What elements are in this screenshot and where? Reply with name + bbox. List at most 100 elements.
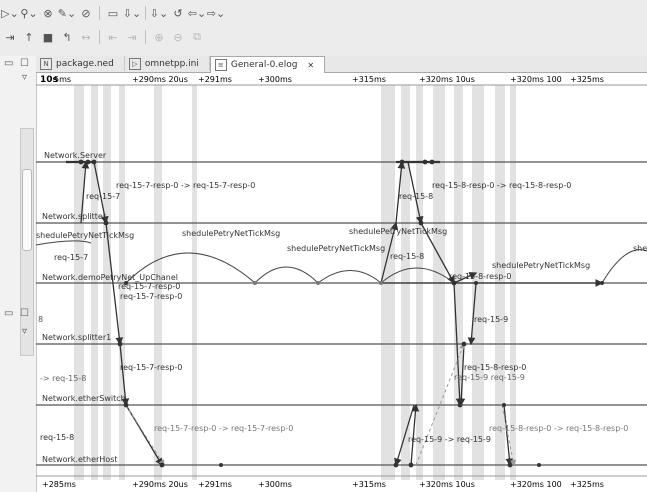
ruler-label: +320ms 100	[510, 480, 562, 489]
dashed-arrows	[125, 343, 516, 466]
message-label: req-15-8-resp-0 -> req-15-8-resp-0	[489, 424, 628, 433]
toolbar-button[interactable]: ■	[42, 30, 54, 44]
axis-label-petrynet: Network.demoPetryNet_UpChanel	[42, 273, 178, 282]
message-label: req-15-9 -> req-15-9	[408, 435, 491, 444]
ruler-label: +290ms 20us	[132, 480, 188, 489]
message-label: shedulePetryNetTickMsg	[492, 261, 590, 270]
ruler-label: +320ms 100	[510, 75, 562, 84]
message-label: shedulePetryNetTickMsg	[349, 227, 447, 236]
toolbar-button[interactable]: ↰	[62, 30, 72, 44]
toolbar-button[interactable]: ↑	[24, 30, 34, 44]
toolbar-button[interactable]: ⇥	[127, 30, 137, 44]
tab-label: package.ned	[56, 58, 114, 69]
axes: Network.Server Network.splitter Network.…	[36, 151, 647, 466]
axis-label-splitter1: Network.splitter1	[42, 333, 111, 342]
minimize-icon[interactable]: ▭	[4, 58, 14, 69]
tab-omnetpp-ini[interactable]: ▷ omnetpp.ini	[125, 56, 210, 71]
message-label: req-15-7-resp-0 -> req-15-7-resp-0	[116, 181, 255, 190]
left-panel: ▭ ☐ ▿ ▭ ☐ ▿	[0, 56, 37, 492]
view-menu-icon[interactable]: ▿	[22, 72, 28, 83]
ruler-label: +285ms	[42, 480, 76, 489]
scrollbar-thumb[interactable]	[22, 169, 32, 251]
toolbar-button[interactable]: ⚲⌄	[20, 6, 38, 20]
maximize-icon[interactable]: ☐	[20, 308, 29, 319]
tab-general-elog[interactable]: ≡ General-0.elog ✕	[209, 56, 326, 73]
ruler-label: +325ms	[570, 480, 604, 489]
events	[78, 159, 604, 468]
toolbar-button[interactable]: ↔	[81, 30, 91, 44]
maximize-icon[interactable]: ☐	[20, 58, 29, 69]
elog-file-icon: ≡	[214, 59, 227, 71]
ruler-label: +290ms 20us	[132, 75, 188, 84]
self-message-arcs	[36, 240, 647, 284]
message-label: req-15-7	[54, 253, 88, 262]
toolbar-button[interactable]: ↺	[173, 6, 183, 20]
toolbar-row-1: ▷⌄ ⚲⌄ ⊗ ✎⌄ ⊘ ▭ ⇩⌄ ⇩⌄ ↺ ⇦⌄ ⇨⌄	[0, 2, 226, 24]
toolbar-button[interactable]: ⊗	[43, 6, 53, 20]
toolbar-button[interactable]: ⇨⌄	[206, 6, 226, 20]
message-label: req-15-7	[86, 192, 120, 201]
message-label: req-15-7-resp-0	[118, 282, 180, 291]
toolbar-button[interactable]: ⇩⌄	[122, 6, 142, 20]
ini-file-icon: ▷	[128, 57, 141, 70]
ruler-label: +320ms 10us	[419, 75, 475, 84]
message-label: req-15-7-resp-0	[120, 292, 182, 301]
ruler-label: +291ms	[198, 75, 232, 84]
message-labels: req-15-7 req-15-7-resp-0 -> req-15-7-res…	[36, 181, 647, 444]
toolbar-row-2: ⇥ ↑ ■ ↰ ↔ ⇤ ⇥ ⊕ ⊖ ⧉	[0, 26, 205, 48]
message-label: req-15-8	[40, 433, 74, 442]
ruler-label: +315ms	[352, 480, 386, 489]
toolbar-separator	[145, 6, 146, 20]
toolbar-button[interactable]: ⇥	[5, 30, 15, 44]
toolbar-button[interactable]: ⇤	[108, 30, 118, 44]
tab-package-ned[interactable]: N package.ned	[36, 56, 125, 71]
axis-label-server: Network.Server	[44, 151, 107, 160]
toolbar-button[interactable]: ⊕	[154, 30, 164, 44]
message-label: req-15-8-resp-0 -> req-15-8-resp-0	[432, 181, 571, 190]
message-label: req-15-9 req-15-9	[454, 373, 525, 382]
close-icon[interactable]: ✕	[307, 60, 315, 70]
axis-label-etherhost: Network.etherHost	[42, 455, 118, 464]
ruler-label: 10s	[40, 75, 58, 85]
ned-file-icon: N	[40, 57, 52, 70]
toolbar-separator	[99, 30, 100, 44]
toolbar: ▷⌄ ⚲⌄ ⊗ ✎⌄ ⊘ ▭ ⇩⌄ ⇩⌄ ↺ ⇦⌄ ⇨⌄ ⇥ ↑ ■ ↰ ↔ ⇤ ⇥ ⊕ ⊖ ⧉	[0, 0, 647, 57]
message-label: she	[633, 244, 647, 253]
top-ruler: 10s 5ms +290ms 20us +291ms +300ms +315ms…	[36, 75, 647, 86]
toolbar-button[interactable]: ⇦⌄	[187, 6, 207, 20]
message-label: req-15-8	[399, 192, 433, 201]
message-label: req-15-7-resp-0	[120, 363, 182, 372]
message-label: req-15-7-resp-0 -> req-15-7-resp-0	[154, 424, 293, 433]
toolbar-button[interactable]: ⊘	[81, 6, 91, 20]
minimize-icon[interactable]: ▭	[4, 308, 14, 319]
ruler-label: +300ms	[258, 75, 292, 84]
ruler-label: 5ms	[54, 75, 71, 84]
toolbar-button[interactable]: ✎⌄	[57, 6, 77, 20]
ruler-label: +291ms	[198, 480, 232, 489]
message-arrows	[66, 160, 604, 467]
message-label: req-15-8-resp-0	[464, 363, 526, 372]
toolbar-button[interactable]: ⧉	[193, 30, 201, 43]
ruler-label: +315ms	[352, 75, 386, 84]
sequence-chart[interactable]: 10s 5ms +290ms 20us +291ms +300ms +315ms…	[36, 73, 647, 492]
message-label: shedulePetryNetTickMsg	[36, 231, 134, 240]
editor-tabs: N package.ned ▷ omnetpp.ini ≡ General-0.…	[36, 56, 647, 73]
toolbar-separator	[99, 6, 100, 20]
left-marker: 8	[38, 315, 43, 324]
axis-label-etherswitch: Network.etherSwitch	[42, 394, 126, 403]
tab-label: General-0.elog	[230, 60, 298, 70]
toolbar-button[interactable]: ⊖	[173, 30, 183, 44]
bottom-ruler: +285ms +290ms 20us +291ms +300ms +315ms …	[36, 475, 647, 489]
message-label: shedulePetryNetTickMsg	[287, 244, 385, 253]
toolbar-button[interactable]: ⇩⌄	[149, 6, 169, 20]
message-label: -> req-15-8	[40, 374, 86, 383]
left-panel-scrollbar[interactable]	[20, 128, 34, 356]
toolbar-button[interactable]: ▭	[107, 6, 119, 20]
message-label: shedulePetryNetTickMsg	[182, 229, 280, 238]
toolbar-button[interactable]: ▷⌄	[1, 6, 19, 20]
ruler-label: +320ms 10us	[419, 480, 475, 489]
message-label: req-15-9	[474, 315, 508, 324]
ruler-label: +325ms	[570, 75, 604, 84]
view-menu-icon[interactable]: ▿	[22, 326, 28, 337]
tab-label: omnetpp.ini	[144, 58, 199, 69]
